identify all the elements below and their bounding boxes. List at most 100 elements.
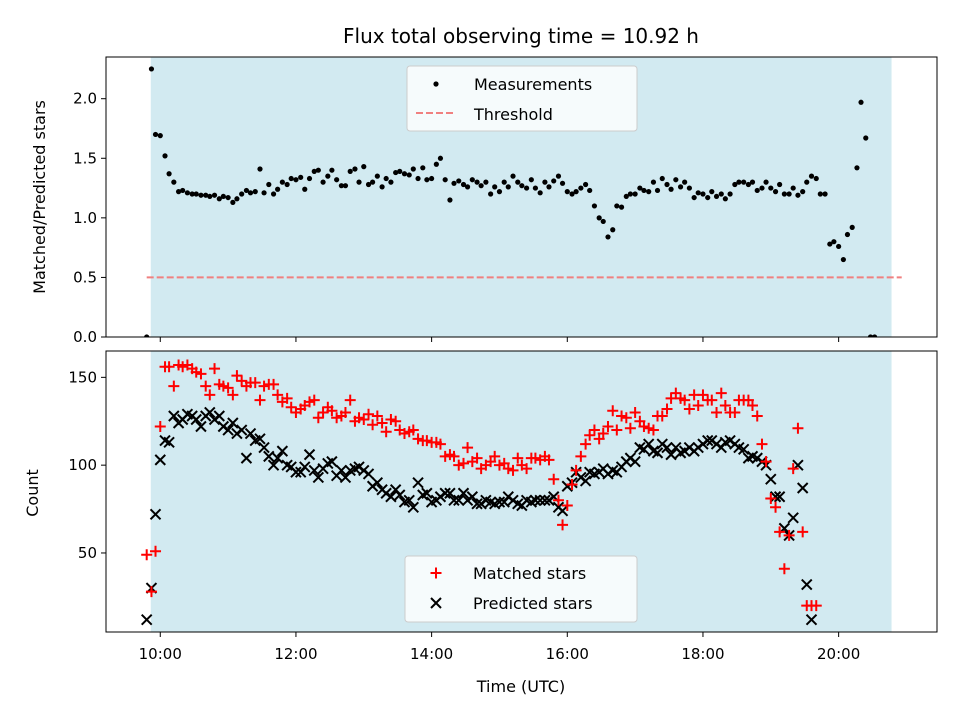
y-tick-label: 150	[68, 368, 97, 386]
measurement-point	[722, 196, 728, 202]
matched-star-point	[358, 413, 370, 425]
predicted-star-point	[271, 452, 284, 464]
measurement-point	[501, 179, 507, 185]
matched-star-point	[719, 399, 731, 411]
measurement-point	[668, 186, 674, 192]
measurement-point	[727, 191, 733, 197]
measurement-point	[542, 179, 548, 185]
measurement-point	[705, 194, 711, 201]
measurement-point	[804, 179, 810, 185]
measurement-point	[591, 203, 598, 209]
matched-star-point	[588, 424, 600, 436]
matched-star-point	[507, 464, 519, 476]
matched-star-point	[231, 370, 243, 382]
measurement-point	[831, 239, 837, 245]
matched-star-point	[616, 410, 628, 422]
measurement-point	[474, 179, 480, 185]
predicted-star-point	[339, 471, 352, 484]
matched-star-point	[670, 387, 682, 399]
matched-star-point	[462, 442, 474, 454]
measurement-point	[772, 189, 779, 195]
measurement-point	[369, 179, 376, 185]
measurement-point	[279, 179, 285, 185]
predicted-star-point	[326, 455, 338, 468]
matched-star-point	[810, 600, 822, 612]
measurement-point	[311, 168, 317, 174]
matched-star-point	[195, 368, 207, 380]
x-tick-label: 12:00	[274, 645, 317, 663]
predicted-star-point	[737, 443, 750, 456]
measurement-point	[827, 241, 833, 247]
measurement-point	[546, 184, 552, 190]
predicted-star-point	[765, 473, 777, 485]
measurement-point	[610, 227, 616, 233]
predicted-star-point	[453, 494, 465, 506]
measurement-point	[469, 177, 475, 183]
predicted-star-point	[394, 489, 406, 501]
measurement-point	[813, 175, 819, 182]
predicted-star-point	[471, 498, 483, 510]
predicted-star-point	[290, 466, 302, 478]
predicted-star-point	[227, 417, 239, 429]
measurement-point	[424, 177, 430, 183]
measurement-point	[781, 191, 787, 197]
matched-star-point	[493, 459, 505, 471]
matched-star-point	[390, 415, 402, 427]
measurement-point	[388, 179, 394, 185]
measurement-point	[564, 189, 570, 195]
predicted-star-point	[385, 491, 397, 503]
matched-star-point	[575, 450, 587, 462]
predicted-star-point	[240, 452, 253, 464]
x-tick-label: 14:00	[410, 645, 453, 663]
matched-star-point	[679, 394, 691, 406]
measurement-point	[700, 191, 706, 197]
measurement-point	[442, 177, 448, 183]
matched-star-point	[204, 389, 216, 401]
predicted-star-point	[163, 436, 175, 449]
matched-star-point	[363, 408, 375, 420]
matched-star-point	[304, 396, 316, 408]
measurement-point	[654, 187, 661, 194]
predicted-star-point	[190, 413, 202, 426]
matched-star-point	[760, 456, 772, 468]
measurement-point	[614, 203, 620, 209]
measurement-point	[858, 99, 864, 105]
bottom-legend	[404, 555, 638, 623]
measurement-point	[184, 190, 191, 196]
matched-star-point	[607, 405, 619, 417]
measurement-point	[266, 181, 272, 188]
measurement-point	[695, 190, 701, 196]
predicted-star-point	[168, 410, 180, 422]
predicted-star-point	[303, 448, 316, 461]
matched-star-point	[371, 410, 383, 422]
matched-star-point	[770, 501, 782, 513]
measurement-point	[383, 175, 389, 182]
measurement-point	[401, 171, 408, 177]
measurement-point	[329, 167, 335, 173]
measurement-point	[239, 191, 245, 197]
measurement-point	[320, 179, 326, 185]
matched-star-point	[421, 435, 433, 447]
matched-star-point	[711, 406, 723, 418]
measurement-point	[193, 191, 199, 197]
predicted-star-point	[796, 482, 809, 494]
measurement-point	[664, 181, 670, 188]
measurement-point	[822, 191, 828, 197]
predicted-star-point	[254, 433, 266, 445]
measurement-point	[736, 179, 742, 185]
predicted-star-point	[335, 464, 348, 477]
matched-star-point	[331, 412, 343, 424]
measurement-point	[583, 181, 589, 188]
measurement-point	[315, 167, 321, 173]
matched-star-point	[236, 375, 248, 387]
predicted-star-point	[263, 450, 275, 463]
measurement-point	[795, 192, 801, 198]
predicted-star-point	[534, 494, 546, 506]
matched-star-point	[344, 394, 356, 406]
measurement-point	[718, 191, 724, 197]
measurement-point	[650, 179, 657, 185]
measurement-point	[840, 256, 846, 263]
matched-star-point	[168, 380, 180, 392]
measurement-point	[573, 189, 579, 195]
measurement-point	[754, 187, 760, 194]
